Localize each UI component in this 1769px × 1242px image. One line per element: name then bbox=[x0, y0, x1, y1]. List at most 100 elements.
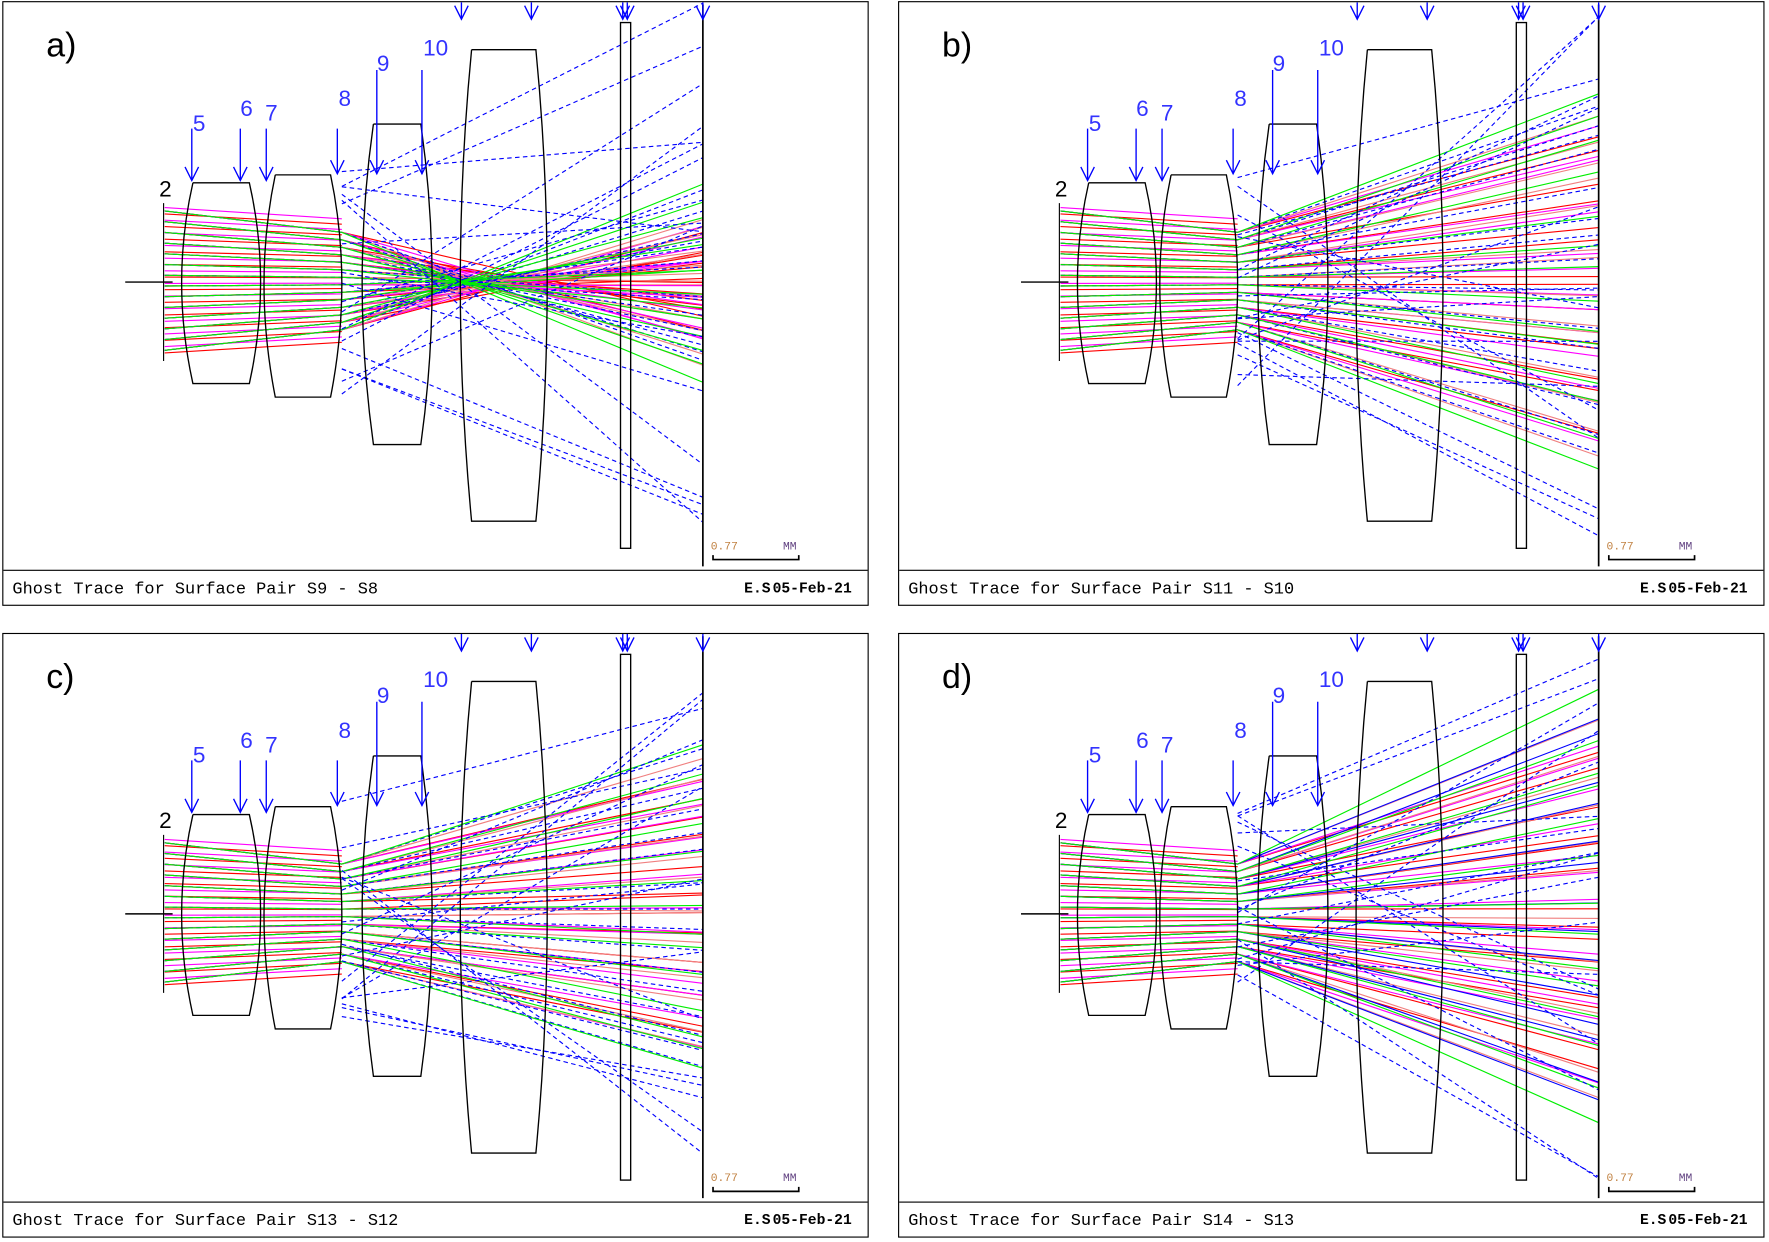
ray bbox=[164, 325, 342, 335]
caption-title: Ghost Trace for Surface Pair S13 - S12 bbox=[12, 1211, 399, 1231]
caption-author: E.S bbox=[1639, 1211, 1667, 1229]
surface-label: 2 bbox=[1054, 808, 1068, 834]
ray bbox=[341, 348, 704, 498]
lens-element bbox=[263, 174, 343, 398]
ray bbox=[1060, 845, 1238, 857]
ray bbox=[164, 221, 704, 365]
ray bbox=[1060, 968, 1238, 979]
ray bbox=[341, 83, 704, 313]
ray bbox=[1237, 295, 1599, 320]
lens-element bbox=[1159, 174, 1239, 398]
ray bbox=[1060, 946, 1238, 954]
ray bbox=[1237, 906, 1599, 1091]
ghost-trace-panel: a) 2 5 6 7 8 9 10 0.77 MM Ghost Trace for… bbox=[2, 1, 869, 608]
window-plate bbox=[1515, 21, 1528, 549]
panel-label: d) bbox=[942, 658, 973, 697]
surface-label: 6 bbox=[240, 728, 253, 754]
surface-label: 5 bbox=[192, 111, 206, 137]
ray bbox=[1060, 961, 1599, 1101]
surface-arrow-head bbox=[184, 798, 200, 814]
surface-arrow-head bbox=[1349, 637, 1365, 653]
ray bbox=[164, 901, 342, 905]
surface-arrow-head bbox=[619, 637, 635, 653]
surface-label: 6 bbox=[1136, 728, 1149, 754]
surface-arrow-head bbox=[1154, 798, 1170, 814]
ray bbox=[164, 838, 342, 852]
ray bbox=[341, 869, 704, 1154]
surface-label: 5 bbox=[192, 743, 206, 769]
ray bbox=[1060, 329, 1599, 470]
caption-bar: Ghost Trace for Surface Pair S13 - S12 E… bbox=[3, 1201, 868, 1240]
surface-arrow-head bbox=[695, 637, 711, 653]
scale-value: 0.77 bbox=[710, 1173, 738, 1186]
ray bbox=[1237, 332, 1599, 510]
surface-label: 5 bbox=[1088, 743, 1102, 769]
ray bbox=[1060, 314, 1599, 402]
ray bbox=[164, 251, 342, 257]
ray bbox=[164, 207, 342, 220]
surface-label: 9 bbox=[376, 683, 390, 709]
surface-label: 6 bbox=[240, 97, 253, 122]
scale-unit: MM bbox=[1678, 541, 1693, 554]
surface-label: 8 bbox=[338, 718, 352, 744]
ray bbox=[1060, 851, 1238, 862]
surface-label: 9 bbox=[1272, 51, 1286, 77]
surface-label: 7 bbox=[1160, 101, 1174, 127]
ray-group bbox=[164, 2, 704, 523]
lens-element bbox=[1355, 680, 1444, 1154]
ray bbox=[164, 930, 342, 935]
surface-arrow-head bbox=[1128, 798, 1144, 814]
ray bbox=[1237, 845, 1599, 996]
surface-label: 2 bbox=[1054, 177, 1068, 202]
ray bbox=[164, 851, 342, 862]
ray bbox=[164, 314, 342, 322]
ray bbox=[1237, 921, 1599, 966]
surface-label: 7 bbox=[265, 101, 278, 127]
lens-element bbox=[181, 813, 262, 1017]
ray bbox=[1060, 325, 1238, 335]
scale-bar-line bbox=[1607, 1186, 1696, 1193]
ray bbox=[1237, 16, 1600, 386]
ray bbox=[341, 157, 704, 342]
ray bbox=[1060, 314, 1238, 322]
caption-bar: Ghost Trace for Surface Pair S9 - S8 E.S… bbox=[3, 569, 868, 608]
scale-bar-line bbox=[712, 555, 800, 561]
ray bbox=[1060, 930, 1238, 935]
surface-arrow-head bbox=[414, 159, 430, 176]
ray bbox=[1060, 219, 1238, 231]
ray bbox=[1237, 815, 1599, 1045]
ray bbox=[1060, 288, 1238, 291]
ray-group bbox=[1060, 16, 1600, 537]
ray bbox=[164, 845, 342, 857]
ray bbox=[164, 968, 342, 979]
ray bbox=[1060, 276, 1238, 279]
ray bbox=[341, 739, 704, 891]
scale-value: 0.77 bbox=[710, 541, 738, 554]
ray bbox=[164, 953, 703, 1033]
caption-bar: Ghost Trace for Surface Pair S11 - S10 E… bbox=[899, 569, 1764, 608]
ray bbox=[164, 219, 342, 231]
ray bbox=[1060, 298, 1238, 303]
ray bbox=[164, 773, 704, 873]
ray bbox=[1237, 938, 1599, 1180]
ray bbox=[1060, 946, 1599, 1036]
scale-bar: 0.77 MM bbox=[710, 1173, 797, 1186]
surface-arrow-head bbox=[1349, 5, 1365, 21]
ghost-trace-panel: d) 2 5 6 7 8 9 10 0.77 MM Ghost Trace for… bbox=[898, 632, 1765, 1238]
caption-author: E.S bbox=[744, 1211, 771, 1229]
ray bbox=[1060, 299, 1599, 334]
ray bbox=[164, 919, 342, 923]
lens-element bbox=[1355, 48, 1444, 522]
ray bbox=[1060, 739, 1599, 873]
ray bbox=[341, 271, 703, 338]
ray bbox=[1237, 236, 1599, 309]
lens-element bbox=[459, 48, 548, 522]
surface-arrow-head bbox=[1128, 166, 1144, 183]
ray bbox=[164, 232, 342, 241]
ray-group bbox=[1060, 658, 1599, 1180]
caption-title: Ghost Trace for Surface Pair S14 - S13 bbox=[908, 1211, 1295, 1231]
ray bbox=[164, 242, 703, 337]
surface-arrow-head bbox=[1310, 159, 1326, 176]
ray bbox=[1060, 251, 1238, 257]
ray bbox=[164, 946, 704, 1038]
